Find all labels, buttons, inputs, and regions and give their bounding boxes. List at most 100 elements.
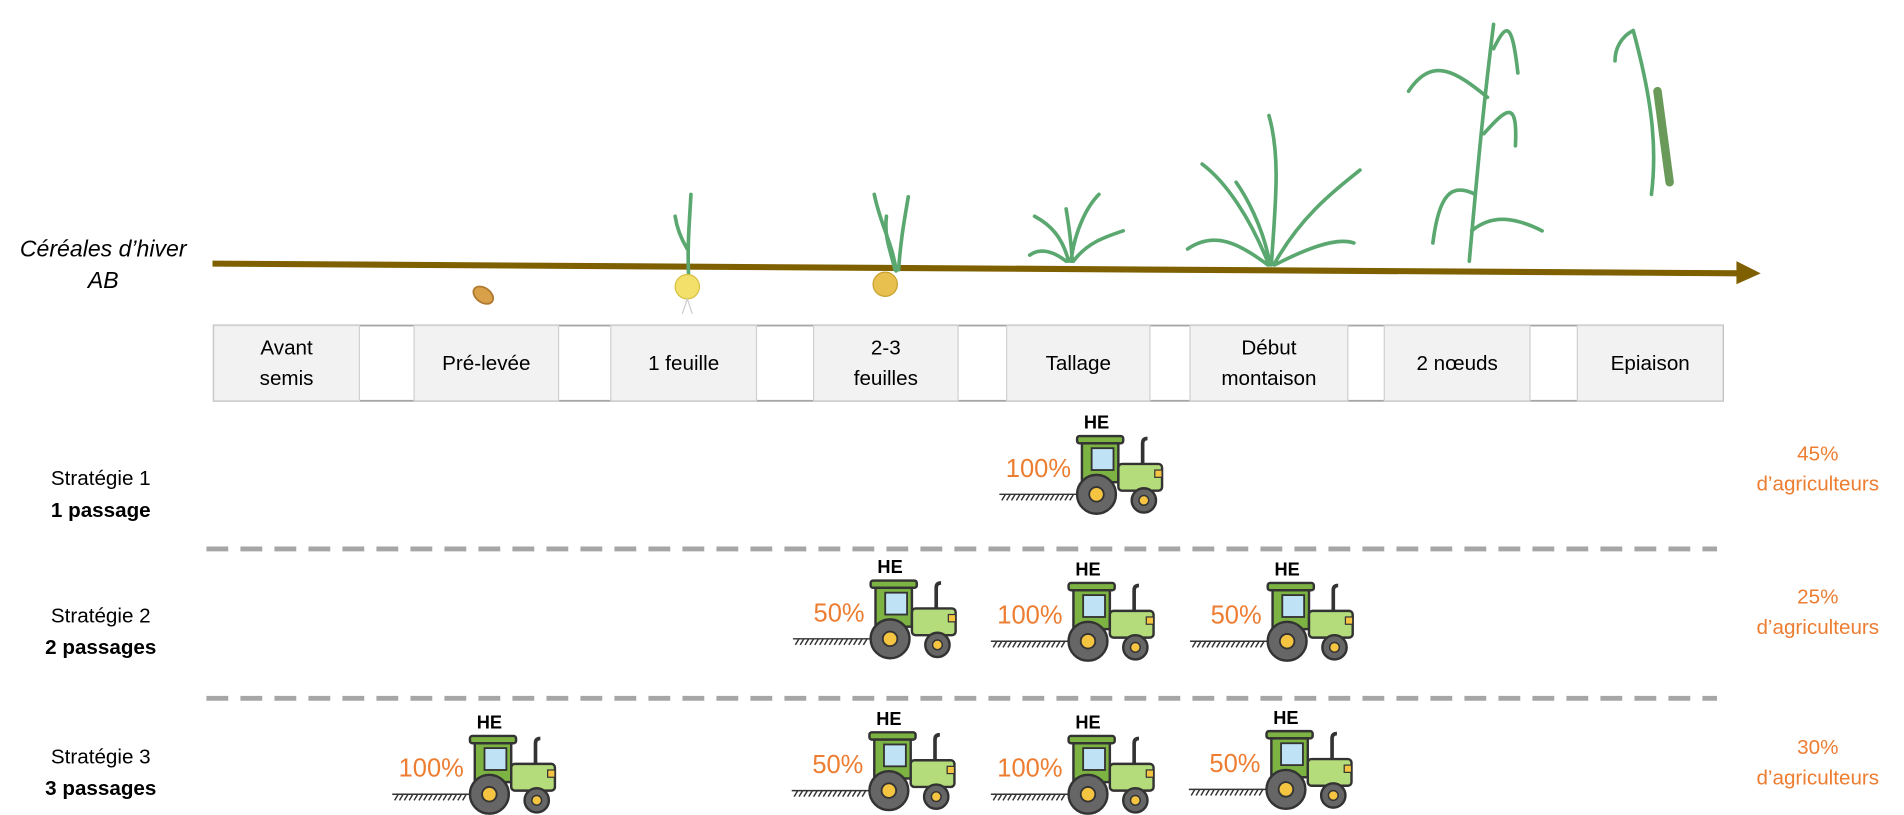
hatch-tick [1231,641,1235,647]
tractor: HE50% [793,557,956,658]
hatch-tick [1217,641,1221,647]
hatch-tick [1230,789,1234,795]
hatch-tick [1027,794,1031,800]
hatch-tick [1032,794,1036,800]
hatch-tick [404,794,408,800]
hatch-tick [1240,789,1244,795]
hatch-tick [810,639,814,645]
hatch-tick [1226,641,1230,647]
hatch-tick [1013,794,1017,800]
hatch-tick [799,791,803,797]
treatment-label: HE [477,713,502,733]
strategy-name: Stratégie 3 [51,745,151,768]
timeline-arrow [213,261,1761,284]
headlight [1344,765,1351,772]
headlight [1155,470,1162,477]
hatch-tick [448,794,452,800]
hatch-tick [1050,494,1054,500]
hatch-tick [1065,494,1069,500]
stage-label: Début [1241,337,1296,360]
hatch-tick [1026,494,1030,500]
hatch-tick [1197,641,1201,647]
exhaust [1134,738,1139,764]
hatch-tick [1027,641,1031,647]
hatch-tick [862,791,866,797]
strategy: Stratégie 11 passage45%d’agriculteursHE1… [51,413,1879,522]
rear-hub [883,632,898,647]
tractor: HE100% [392,713,555,814]
hatch-tick [1037,794,1041,800]
rear-hub [482,787,497,802]
strategy-passes: 1 passage [51,499,151,522]
cabin-window [1083,595,1105,617]
hatch-tick [844,639,848,645]
exhaust [1143,438,1148,464]
hatch-tick [852,791,856,797]
hatch-tick [1207,641,1211,647]
stage-label: Avant [260,337,313,360]
hatch-tick [1056,641,1060,647]
diagram: Céréales d’hiverABAvantsemisPré-levée1 f… [0,0,1904,815]
exhaust [1333,585,1338,611]
hatch-tick [1202,641,1206,647]
hatch-tick [800,639,804,645]
strategy-share: 25% [1797,586,1838,609]
hatch-tick [809,791,813,797]
exhaust [536,738,541,764]
strategy-name: Stratégie 2 [51,604,151,627]
ground-hatch [991,641,1069,647]
content: Céréales d’hiverABAvantsemisPré-levée1 f… [20,235,1879,813]
front-hub [1131,795,1141,805]
headlight [1345,617,1352,624]
hatch-tick [1022,794,1026,800]
exhaust [1134,585,1139,611]
hatch-tick [1235,789,1239,795]
hatch-tick [1220,789,1224,795]
cabin-window [485,748,507,770]
rear-hub [1081,787,1096,802]
hatch-tick [859,639,863,645]
hatch-tick [1008,641,1012,647]
hatch-tick [1259,789,1263,795]
hatch-tick [1245,789,1249,795]
stage-label: montaison [1221,367,1316,390]
stage-label: semis [260,367,314,390]
hatch-tick [1260,641,1264,647]
ground-hatch [1189,789,1267,795]
stage-label: 1 feuille [648,352,719,375]
hatch-tick [1018,794,1022,800]
hatch-tick [848,791,852,797]
rear-hub [1279,782,1294,797]
hatch-tick [843,791,847,797]
treatment-label: HE [1075,713,1100,733]
hatch-tick [1042,794,1046,800]
headlight [1146,617,1153,624]
hatch-tick [993,794,997,800]
hatch-tick [400,794,404,800]
headlight [947,766,954,773]
strategy-share: 45% [1797,442,1838,465]
hatch-tick [838,791,842,797]
tractor: HE50% [1189,708,1352,809]
ground-hatch [1190,641,1268,647]
hatch-tick [1036,494,1040,500]
treatment-dose: 100% [997,755,1062,783]
hatch-tick [1212,641,1216,647]
page: { "title": {"lines": ["Céréales d’hiver"… [0,0,1904,815]
cabin-window [885,593,907,615]
strategy-share: d’agriculteurs [1756,767,1879,790]
treatment-label: HE [1084,413,1109,433]
hatch-tick [795,639,799,645]
tractor: HE100% [999,413,1162,514]
hatch-tick [1052,641,1056,647]
hatch-tick [1022,641,1026,647]
cabin-window [884,744,906,766]
exhaust [935,735,940,761]
hatch-tick [434,794,438,800]
hatch-tick [828,791,832,797]
hatch-tick [1055,494,1059,500]
hatch-tick [829,639,833,645]
tractor: HE 100% [991,713,1154,814]
cabin-window [1282,595,1304,617]
